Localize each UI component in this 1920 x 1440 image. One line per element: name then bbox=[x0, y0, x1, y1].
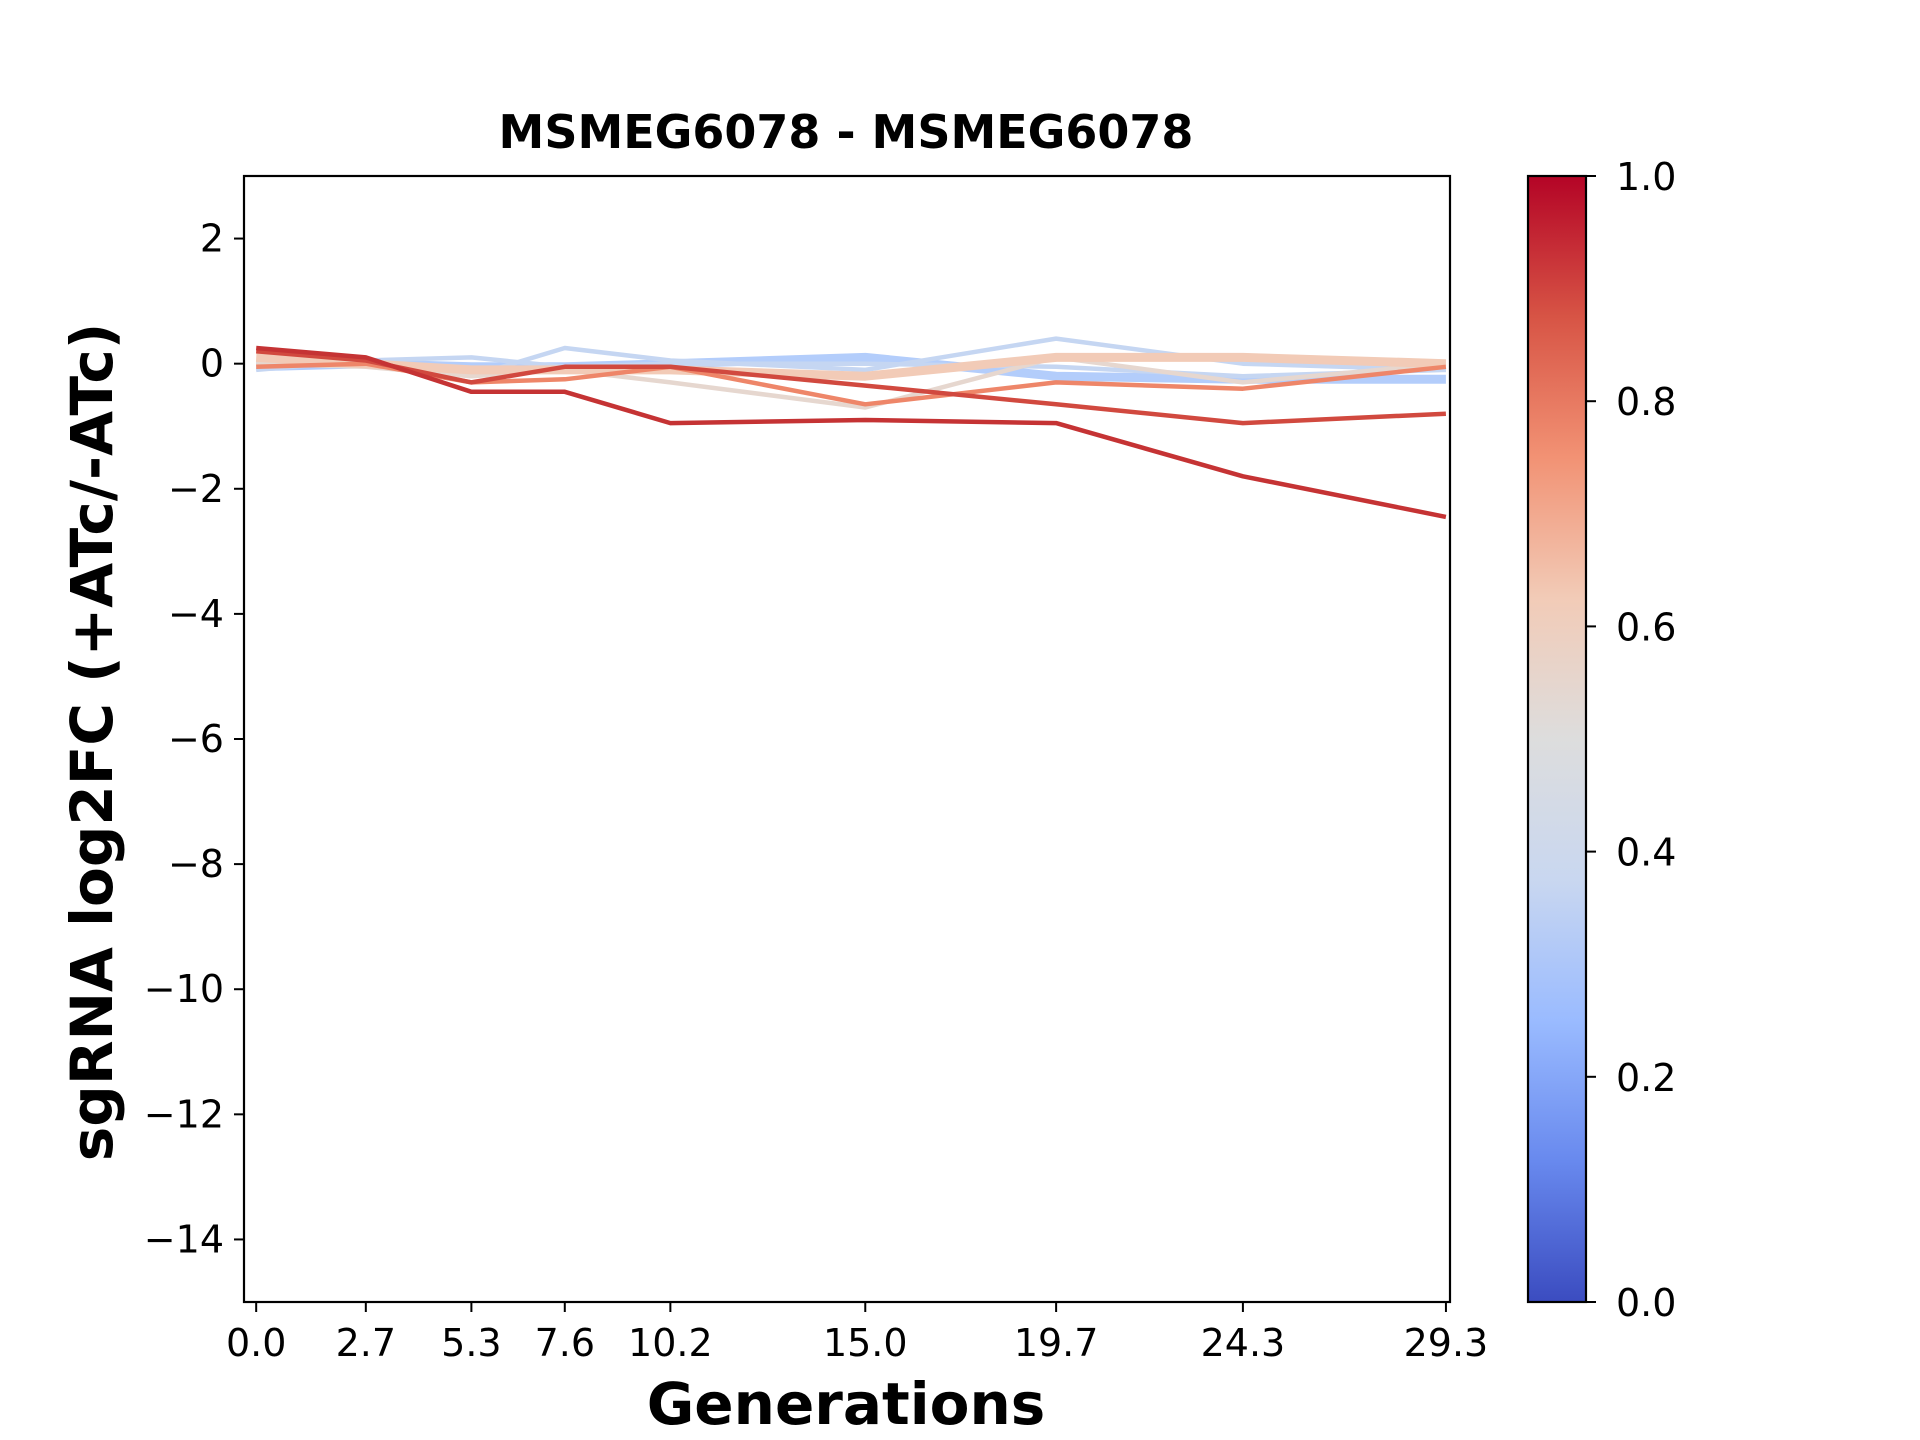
y-tick-label: −14 bbox=[144, 1217, 224, 1261]
colorbar-tick-label: 0.4 bbox=[1616, 831, 1676, 875]
colorbar-tick-label: 0.8 bbox=[1616, 380, 1676, 424]
y-tick-label: 0 bbox=[200, 342, 224, 386]
colorbar-tick-label: 0.6 bbox=[1616, 605, 1676, 649]
chart-title: MSMEG6078 - MSMEG6078 bbox=[499, 105, 1194, 159]
y-axis: 2 0 −2 −4 −6 −8 −10 −12 −14 bbox=[144, 217, 244, 1261]
y-tick-label: −10 bbox=[144, 967, 224, 1011]
y-tick-label: −4 bbox=[168, 592, 224, 636]
y-tick-label: −6 bbox=[168, 717, 224, 761]
x-tick-label: 10.2 bbox=[628, 1321, 713, 1365]
x-axis: 0.0 2.7 5.3 7.6 10.2 15.0 19.7 24.3 29.3 bbox=[226, 1302, 1488, 1365]
colorbar-tick-label: 1.0 bbox=[1616, 155, 1676, 199]
colorbar-tick-label: 0.2 bbox=[1616, 1056, 1676, 1100]
x-tick-label: 24.3 bbox=[1201, 1321, 1286, 1365]
x-tick-label: 2.7 bbox=[336, 1321, 396, 1365]
colorbar: 0.0 0.2 0.4 0.6 0.8 1.0 bbox=[1526, 155, 1676, 1325]
x-tick-label: 19.7 bbox=[1014, 1321, 1099, 1365]
plot-area bbox=[242, 174, 1452, 1304]
x-tick-label: 29.3 bbox=[1404, 1321, 1489, 1365]
series-line-8 bbox=[256, 345, 1447, 520]
x-tick-label: 0.0 bbox=[226, 1321, 286, 1365]
plot-frame bbox=[242, 174, 1452, 1304]
y-tick-label: −8 bbox=[168, 842, 224, 886]
x-tick-label: 15.0 bbox=[823, 1321, 908, 1365]
y-axis-title: sgRNA log2FC (+ATc/-ATc) bbox=[58, 323, 126, 1161]
y-tick-label: −2 bbox=[168, 467, 224, 511]
x-tick-label: 5.3 bbox=[441, 1321, 501, 1365]
colorbar-gradient bbox=[1526, 174, 1588, 1304]
colorbar-tick-label: 0.0 bbox=[1616, 1281, 1676, 1325]
x-tick-label: 7.6 bbox=[535, 1321, 595, 1365]
x-axis-title: Generations bbox=[647, 1370, 1046, 1438]
y-tick-label: 2 bbox=[200, 217, 224, 261]
y-tick-label: −12 bbox=[144, 1092, 224, 1136]
